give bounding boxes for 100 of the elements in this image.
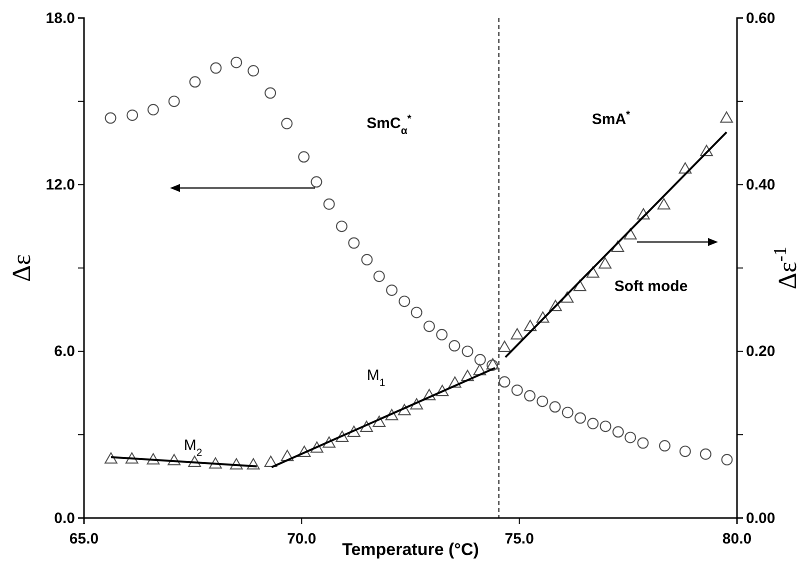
- point: [347, 426, 360, 437]
- point: [230, 56, 242, 68]
- point: [310, 441, 324, 453]
- point: [574, 412, 586, 424]
- point: [104, 452, 118, 464]
- point: [323, 198, 335, 210]
- point: [700, 448, 712, 460]
- point: [549, 300, 562, 312]
- point: [189, 76, 201, 88]
- point: [700, 144, 713, 156]
- annotation: SmA$^{*}$: [592, 109, 632, 128]
- point: [721, 454, 733, 466]
- annotation: Soft mode: [614, 278, 688, 295]
- point: [462, 346, 474, 358]
- y2-tick-label: 0.20: [746, 343, 776, 360]
- annotation: M$_{2}$: [184, 437, 202, 459]
- y2-tick-label: 0.00: [746, 510, 776, 527]
- point: [372, 416, 386, 427]
- y-tick-label: 12.0: [46, 176, 75, 194]
- point: [720, 111, 733, 123]
- point: [448, 340, 460, 352]
- point: [598, 257, 612, 269]
- point: [658, 440, 670, 452]
- point: [322, 436, 336, 448]
- point: [104, 112, 116, 124]
- point: [448, 376, 462, 388]
- point: [280, 450, 294, 462]
- point: [536, 311, 550, 323]
- point: [298, 151, 310, 163]
- point: [336, 220, 348, 232]
- point: [436, 328, 448, 340]
- point: [298, 446, 311, 457]
- y-tick-label: 18.0: [46, 10, 75, 27]
- point: [209, 457, 222, 469]
- point: [348, 237, 360, 249]
- point: [586, 266, 600, 278]
- y-axis-title: Δε: [7, 254, 36, 282]
- point: [336, 430, 349, 442]
- point: [423, 320, 435, 332]
- point: [360, 420, 373, 432]
- point: [410, 398, 424, 410]
- point: [373, 270, 385, 282]
- x-tick-label: 70.0: [287, 530, 316, 548]
- point: [230, 458, 243, 470]
- point: [248, 65, 260, 77]
- y2-tick-label: 0.60: [746, 10, 776, 27]
- point: [473, 364, 486, 376]
- point: [511, 384, 523, 396]
- point: [624, 432, 636, 444]
- point: [436, 384, 449, 396]
- point: [310, 176, 322, 188]
- point: [600, 420, 612, 432]
- point: [679, 446, 691, 458]
- point: [562, 406, 574, 418]
- point: [678, 162, 692, 174]
- point: [624, 228, 637, 240]
- point: [361, 254, 373, 266]
- point: [146, 453, 160, 464]
- point: [398, 296, 410, 308]
- x-axis-title: Temperature (°C): [342, 540, 479, 559]
- point: [560, 291, 574, 303]
- point: [246, 458, 260, 470]
- point: [410, 306, 422, 318]
- point: [498, 376, 510, 388]
- y-tick-label: 0.0: [54, 510, 75, 527]
- point: [636, 208, 650, 220]
- point: [386, 284, 398, 296]
- point: [126, 109, 138, 121]
- point: [474, 354, 486, 366]
- point: [637, 437, 649, 449]
- point: [573, 280, 586, 292]
- y2-tick-label: 0.40: [746, 176, 776, 194]
- point: [264, 87, 276, 99]
- point: [168, 96, 180, 108]
- y-tick-label: 6.0: [54, 343, 75, 360]
- point: [264, 456, 278, 467]
- x-tick-label: 75.0: [504, 530, 534, 548]
- annotation: M$_{1}$: [366, 367, 386, 389]
- point: [210, 62, 222, 74]
- point: [657, 198, 670, 210]
- point: [398, 404, 411, 416]
- point: [168, 454, 181, 466]
- point: [147, 104, 159, 116]
- point: [385, 408, 398, 420]
- point: [125, 452, 138, 464]
- point: [524, 390, 536, 402]
- point: [461, 370, 474, 382]
- point: [611, 240, 624, 252]
- point: [549, 401, 561, 413]
- point: [524, 320, 537, 332]
- point: [587, 418, 599, 430]
- point: [281, 118, 293, 130]
- point: [612, 426, 624, 438]
- x-tick-label: 80.0: [722, 530, 752, 548]
- x-tick-label: 65.0: [69, 530, 99, 548]
- point: [422, 388, 436, 400]
- point: [498, 340, 511, 352]
- point: [188, 456, 202, 467]
- point: [510, 328, 524, 340]
- point: [536, 396, 548, 408]
